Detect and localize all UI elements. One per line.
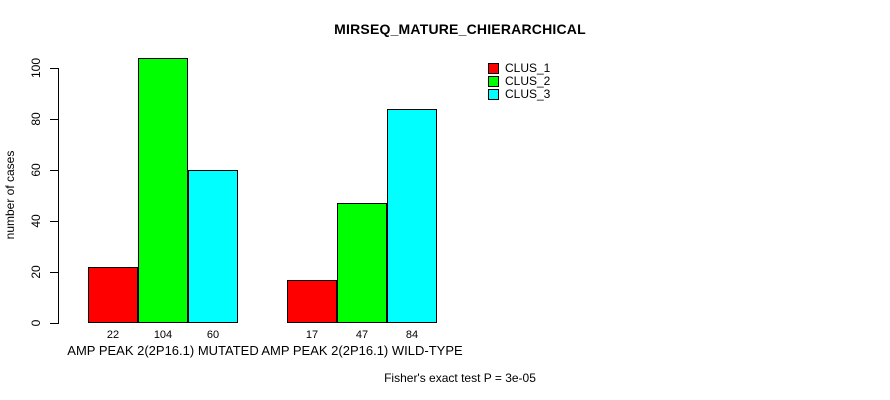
legend-item-clus_3: CLUS_3 — [488, 88, 550, 101]
y-axis-line — [58, 68, 59, 324]
y-axis-tick — [50, 323, 58, 324]
y-axis-tick-label: 40 — [29, 214, 43, 228]
legend-item-clus_1: CLUS_1 — [488, 62, 550, 75]
legend-swatch-clus_1 — [488, 63, 499, 74]
legend-label: CLUS_3 — [505, 87, 551, 101]
bar-value-label: 47 — [355, 329, 369, 341]
bar-value-label: 22 — [106, 329, 120, 341]
bar-value-label: 17 — [305, 329, 319, 341]
y-axis-tick — [50, 272, 58, 273]
y-axis-tick-label: 0 — [29, 319, 43, 327]
legend-label: CLUS_2 — [505, 74, 551, 88]
x-axis-group-label: AMP PEAK 2(2P16.1) MUTATED — [67, 343, 259, 358]
chart-title: MIRSEQ_MATURE_CHIERARCHICAL — [334, 21, 586, 37]
y-axis-tick — [50, 221, 58, 222]
bar-clus_1-group2 — [287, 280, 337, 323]
y-axis-tick-label: 60 — [29, 163, 43, 177]
bar-value-label: 104 — [153, 329, 173, 341]
y-axis-tick-label: 80 — [29, 112, 43, 126]
y-axis-tick — [50, 68, 58, 69]
legend-item-clus_2: CLUS_2 — [488, 75, 550, 88]
bar-clus_1-group1 — [88, 267, 138, 323]
y-axis-title: number of cases — [3, 150, 17, 240]
y-axis-tick-label: 100 — [29, 57, 43, 79]
annotation-text: Fisher's exact test P = 3e-05 — [384, 371, 536, 385]
x-axis-group-label: AMP PEAK 2(2P16.1) WILD-TYPE — [261, 343, 463, 358]
bar-clus_2-group2 — [337, 203, 387, 323]
bar-value-label: 60 — [206, 329, 220, 341]
y-axis-tick — [50, 170, 58, 171]
y-axis-tick — [50, 119, 58, 120]
bar-value-label: 84 — [405, 329, 419, 341]
bar-clus_3-group2 — [387, 109, 437, 323]
legend-swatch-clus_3 — [488, 89, 499, 100]
legend: CLUS_1 CLUS_2 CLUS_3 — [488, 62, 550, 101]
bar-clus_2-group1 — [138, 58, 188, 323]
legend-label: CLUS_1 — [505, 61, 551, 75]
bar-clus_3-group1 — [188, 170, 238, 323]
y-axis-tick-label: 20 — [29, 265, 43, 279]
legend-swatch-clus_2 — [488, 76, 499, 87]
